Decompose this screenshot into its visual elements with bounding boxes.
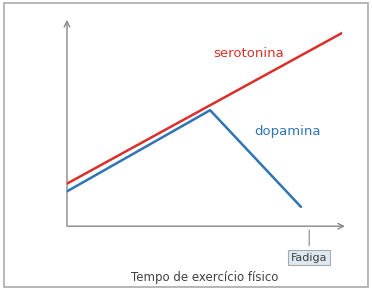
Text: dopamina: dopamina [254, 125, 321, 138]
Text: Tempo de exercício físico: Tempo de exercício físico [131, 271, 278, 284]
Text: serotonina: serotonina [213, 47, 283, 60]
Text: Fadiga: Fadiga [291, 253, 327, 262]
